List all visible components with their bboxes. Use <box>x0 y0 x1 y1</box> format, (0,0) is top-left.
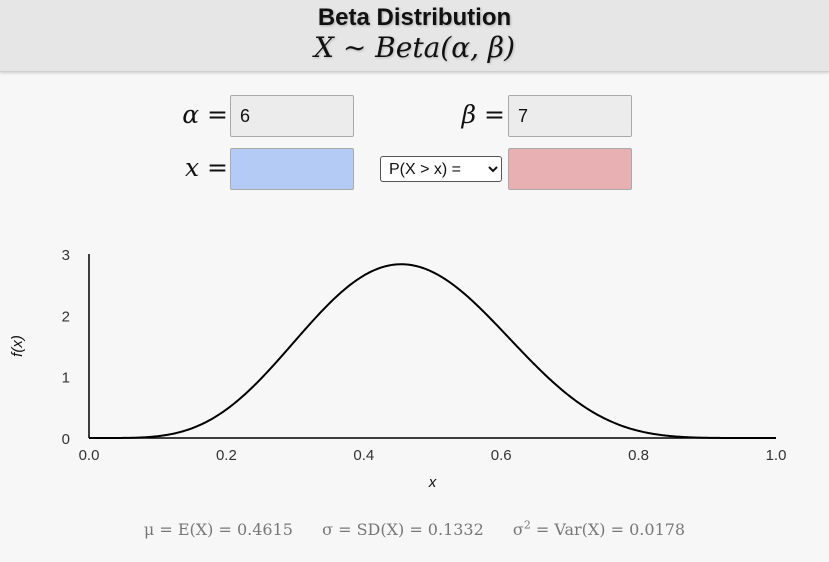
density-chart: 0.0 0.2 0.4 0.6 0.8 1.0 0 1 2 3 x f(x) <box>9 247 787 491</box>
x-tick-label-4: 0.8 <box>628 447 649 464</box>
y-axis-label: f(x) <box>9 335 26 357</box>
y-tick-label-0: 0 <box>62 431 70 448</box>
probability-output[interactable] <box>508 148 632 190</box>
variance-stat: σ2 = Var(X) = 0.0178 <box>512 519 686 540</box>
distribution-formula: X ∼ Beta(α, β) <box>313 31 516 64</box>
alpha-input[interactable] <box>230 95 354 137</box>
page-header: Beta Distribution X ∼ Beta(α, β) <box>0 0 829 72</box>
variance-rest: = Var(X) = 0.0178 <box>530 520 686 540</box>
variance-symbol: σ <box>512 520 524 540</box>
y-tick-label-1: 1 <box>62 370 70 387</box>
x-axis-label: x <box>428 474 437 491</box>
x-tick-label-5: 1.0 <box>766 447 787 464</box>
x-tick-label-1: 0.2 <box>216 447 237 464</box>
density-curve <box>89 263 776 439</box>
x-input[interactable] <box>230 148 354 190</box>
alpha-label: α = <box>182 100 228 129</box>
sd-stat: σ = SD(X) = 0.1332 <box>322 520 484 540</box>
beta-input[interactable] <box>508 95 632 137</box>
probability-type-select[interactable]: P(X > x) = <box>380 156 502 182</box>
mean-stat: μ = E(X) = 0.4615 <box>143 520 293 540</box>
beta-label: β = <box>461 100 505 129</box>
x-label: x = <box>185 153 228 182</box>
page-title: Beta Distribution <box>317 4 512 31</box>
x-tick-label-2: 0.4 <box>353 447 374 464</box>
variance-power: 2 <box>523 519 531 532</box>
x-tick-label-0: 0.0 <box>79 447 100 464</box>
summary-stats: μ = E(X) = 0.4615 σ = SD(X) = 0.1332 σ2 … <box>0 519 829 539</box>
y-tick-label-3: 3 <box>62 247 70 264</box>
y-tick-label-2: 2 <box>62 308 70 325</box>
x-tick-label-3: 0.6 <box>491 447 512 464</box>
